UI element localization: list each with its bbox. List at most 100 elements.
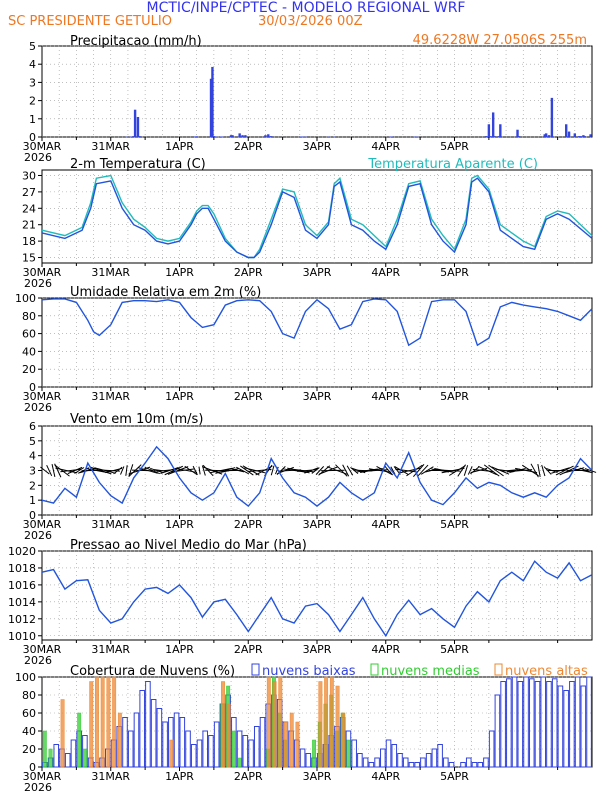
legend-high-swatch: [494, 663, 503, 676]
cloud-bar-nuvens-baixas: [551, 678, 558, 768]
precip-bar: [487, 124, 491, 137]
cloud-bar-nuvens-baixas: [145, 681, 151, 768]
y-tick-label: 20: [22, 363, 36, 376]
wind-vector: [51, 463, 56, 478]
pressure-panel: 1010 1012 1014 1016 1018 1020 30MAR 31MAR 1APR 2…: [8, 538, 593, 667]
legend-low-swatch: [251, 663, 260, 676]
cloud-bar-nuvens-baixas: [213, 721, 220, 768]
y-tick-label: 2: [29, 479, 36, 492]
precip-bar: [583, 136, 587, 137]
precip-bar: [517, 136, 521, 137]
cloud-bar-nuvens-baixas: [425, 753, 432, 768]
x-tick-label: 3APR: [303, 643, 332, 656]
wind-vector: [541, 464, 546, 477]
y-tick-label: 15: [22, 252, 36, 265]
cloud-bar-nuvens-baixas: [488, 730, 495, 768]
cloud-bar-nuvens-medias: [231, 730, 236, 768]
x-year-label: 2026: [24, 654, 52, 667]
cloud-bar-nuvens-baixas: [477, 762, 483, 768]
x-tick-label: 5APR: [440, 518, 469, 531]
clouds-panel: 0 20 40 60 80 100 30MAR 31MAR 1APR 2APR 3APR 4APR 5…: [15, 663, 593, 792]
cloud-bar-nuvens-altas: [117, 712, 122, 768]
wind-vector: [98, 469, 120, 472]
cloud-bar-nuvens-baixas: [460, 762, 466, 768]
wind-vector: [376, 466, 393, 475]
x-tick-label: 5APR: [440, 770, 469, 783]
precip-bar: [491, 112, 495, 137]
cloud-bar-nuvens-baixas: [534, 681, 541, 768]
precip-bar: [267, 134, 270, 137]
cloud-bar-nuvens-baixas: [420, 757, 426, 768]
y-tick-label: 21: [22, 219, 36, 232]
precip-bar: [301, 136, 304, 138]
wind-vector: [209, 467, 233, 474]
wind-vector: [236, 466, 250, 475]
wind-vector: [242, 465, 260, 476]
y-tick-label: 20: [22, 743, 36, 756]
precip-bar: [582, 135, 585, 137]
cloud-bar-nuvens-baixas: [500, 681, 506, 768]
x-tick-label: 31MAR: [91, 770, 130, 783]
x-tick-label: 30MAR: [23, 266, 62, 279]
wind-vector: [275, 466, 279, 475]
precip-bar: [589, 134, 592, 137]
cloud-bar-nuvens-baixas: [139, 690, 145, 768]
wind-vector: [46, 464, 53, 477]
humidity-panel: 0 20 40 60 80 100 30MAR 31MAR 1APR 2APR 3APR 4APR 5…: [15, 285, 593, 414]
cloud-bar-nuvens-baixas: [162, 721, 168, 768]
x-tick-label: 30MAR: [23, 770, 62, 783]
precip-bar: [547, 135, 551, 137]
cloud-bar-nuvens-altas: [112, 676, 117, 768]
cloud-bar-nuvens-baixas: [156, 708, 163, 768]
precip-bar: [238, 133, 241, 137]
cloud-bar-nuvens-altas: [324, 676, 329, 768]
temperature-lines: [41, 174, 593, 259]
y-tick-label: 0: [29, 509, 36, 522]
precip-bar: [138, 136, 141, 137]
wind-vector: [113, 466, 123, 475]
x-tick-label: 5APR: [440, 390, 469, 403]
cloud-bar-nuvens-medias: [48, 748, 53, 768]
cloud-bar-nuvens-baixas: [528, 678, 535, 768]
y-tick-label: 24: [22, 202, 36, 215]
wind-vector: [579, 467, 593, 474]
cloud-bar-nuvens-baixas: [173, 712, 180, 768]
y-tick-label: 2: [29, 95, 36, 108]
x-tick-label: 1APR: [165, 518, 194, 531]
cloud-bar-nuvens-baixas: [557, 685, 564, 768]
x-tick-label: 1APR: [165, 390, 194, 403]
temperature-line: [41, 177, 593, 259]
wind-vector: [477, 465, 497, 476]
pressure-grid: [42, 550, 592, 640]
cloud-bar-nuvens-baixas: [133, 712, 140, 768]
x-year-label: 2026: [24, 401, 52, 414]
wind-vector: [167, 466, 189, 475]
cloud-bar-nuvens-baixas: [351, 739, 357, 768]
precip-bar: [327, 136, 330, 138]
cloud-bar-nuvens-baixas: [248, 739, 254, 768]
cloud-bar-nuvens-altas: [226, 703, 231, 768]
cloud-bar-nuvens-baixas: [253, 726, 260, 768]
chart-title: MCTIC/INPE/CPTEC - MODELO REGIONAL WRF: [147, 0, 466, 16]
wind-vector: [55, 467, 78, 474]
cloud-bar-nuvens-medias: [312, 739, 317, 768]
precip-grid: [42, 45, 592, 138]
y-tick-label: 60: [22, 707, 36, 720]
cloud-bar-nuvens-altas: [335, 685, 340, 768]
cloud-bar-nuvens-altas: [272, 681, 277, 768]
legend-low-label: nuvens baixas: [262, 664, 356, 679]
precip-bar: [577, 136, 581, 137]
x-tick-label: 2APR: [234, 140, 263, 153]
x-year-label: 2026: [24, 529, 52, 542]
cloud-bar-nuvens-baixas: [64, 753, 71, 768]
cloud-bar-nuvens-baixas: [190, 744, 197, 768]
x-tick-label: 1APR: [165, 643, 194, 656]
x-tick-label: 5APR: [440, 643, 469, 656]
precip-bar: [565, 124, 568, 137]
wind-vector: [413, 464, 425, 477]
wind-vector: [198, 466, 201, 475]
x-tick-label: 2APR: [234, 770, 263, 783]
wind-vector: [192, 465, 198, 476]
cloud-bar-nuvens-altas: [318, 681, 323, 768]
